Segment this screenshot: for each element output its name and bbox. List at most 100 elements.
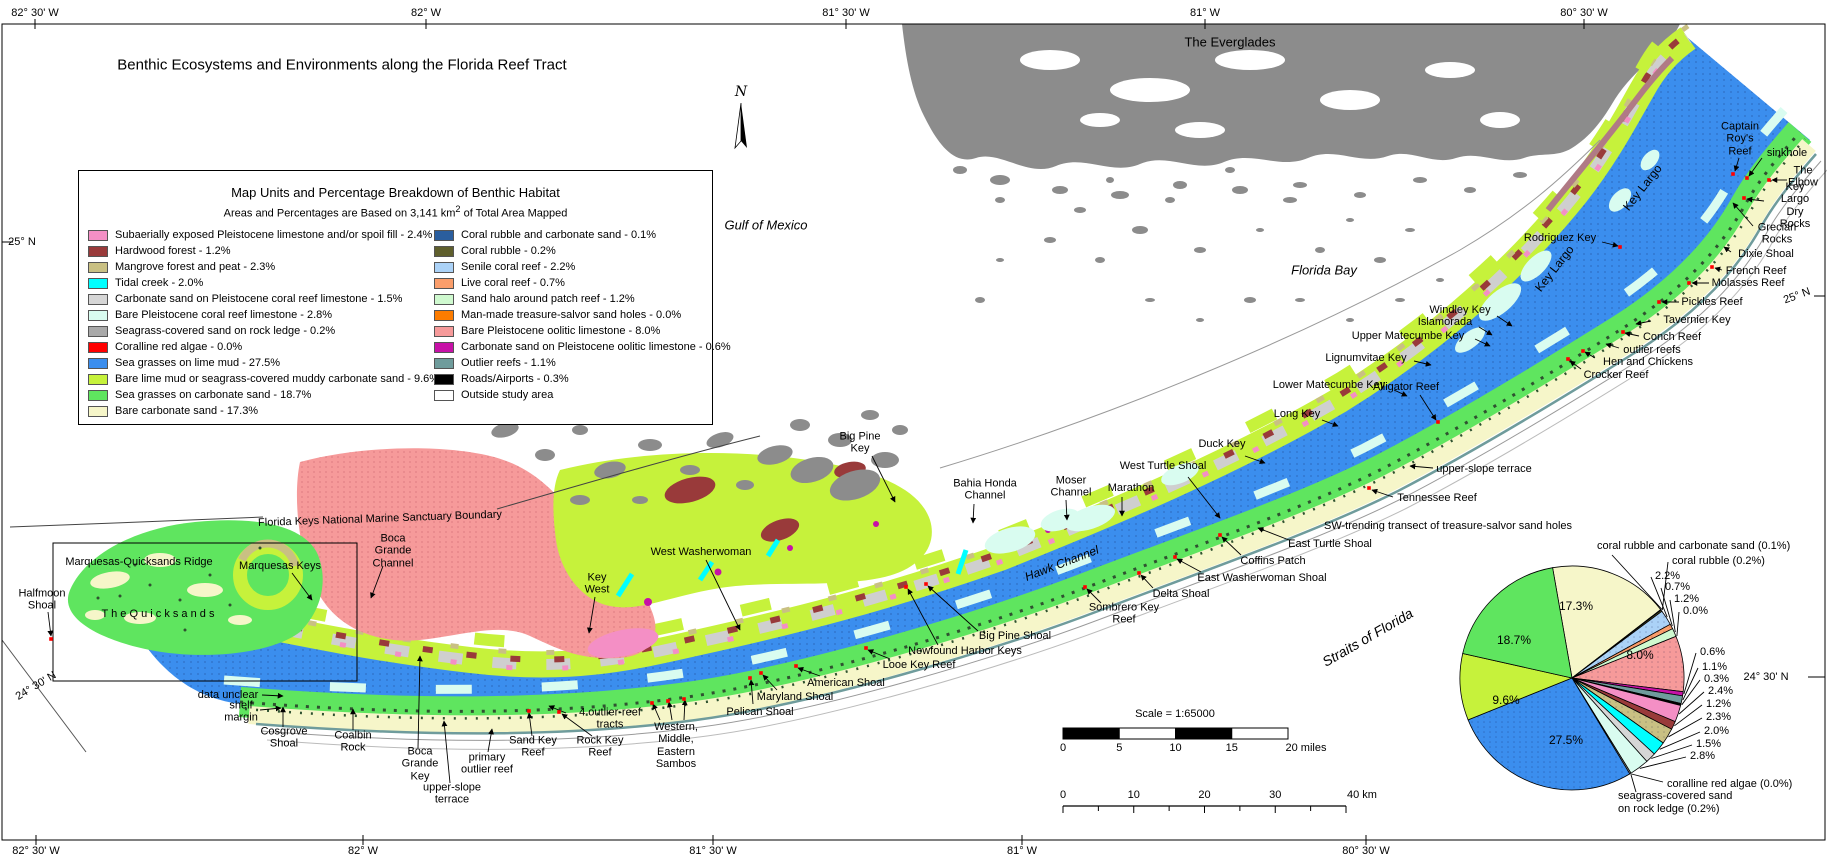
reef-marker	[759, 671, 763, 675]
legend-swatch	[434, 325, 454, 337]
map-label-cosgrove-shoal: Cosgrove Shoal	[260, 725, 308, 750]
map-label-the-everglades: The Everglades	[1184, 34, 1276, 50]
map-label-gulf-of-mexico: Gulf of Mexico	[724, 217, 808, 233]
map-label-looe-key-reef: Looe Key Reef	[882, 658, 956, 671]
leader-line	[1086, 588, 1102, 604]
leader-line	[652, 703, 661, 721]
legend-subtitle: Areas and Percentages are Based on 3,141…	[223, 204, 568, 220]
legend-swatch	[88, 373, 108, 385]
pie-slice-texture	[1468, 678, 1630, 790]
pie-slice-texture	[1572, 611, 1671, 678]
map-label-big-pine-key: Big Pine Key	[839, 430, 881, 455]
reef-marker	[1621, 330, 1625, 334]
graticule-81-w: 81° W	[1189, 7, 1221, 19]
reef-marker	[924, 582, 928, 586]
pie-inner-label: 27.5%	[1548, 733, 1584, 747]
legend-label: Subaerially exposed Pleistocene limeston…	[115, 229, 433, 241]
pie-outer-label: 1.5%	[1696, 738, 1722, 750]
leader-line	[681, 699, 688, 721]
leader-line	[797, 667, 821, 677]
reef-marker	[1742, 196, 1746, 200]
legend-swatch	[434, 389, 454, 401]
pie-outer-label: 0.7%	[1665, 581, 1691, 593]
pie-inner-label: 9.6%	[1492, 693, 1520, 707]
pie-outer-label: coral rubble and carbonate sand (0.1%)	[1597, 540, 1791, 552]
map-frame	[1, 23, 1826, 841]
reef-marker	[666, 699, 670, 703]
scale-tick-label: 5	[1116, 742, 1123, 754]
sanctuary-boundary-line-west	[9, 435, 761, 528]
pie-leader	[1659, 731, 1701, 750]
map-label-key-largo-dry-rocks: Key Largo Dry Rocks	[1779, 181, 1811, 231]
leader-line	[666, 701, 673, 721]
leader-line	[561, 713, 593, 737]
legend-label: Seagrass-covered sand on rock ledge - 0.…	[115, 325, 336, 337]
map-label-coalbin-rock: Coalbin Rock	[334, 729, 372, 754]
legend-swatch	[88, 309, 108, 321]
scale-tick-label: 15	[1225, 742, 1238, 754]
legend-label: Roads/Airports - 0.3%	[461, 373, 569, 385]
graticule-80-30-w: 80° 30' W	[1342, 845, 1390, 857]
map-label-coffins-patch: Coffins Patch	[1240, 554, 1306, 567]
reef-marker	[1137, 571, 1141, 575]
pie-outer-label: 2.8%	[1690, 750, 1716, 762]
legend-item-live-coral-reef: Live coral reef - 0.7%	[434, 275, 731, 291]
legend-item-outlier-reefs: Outlier reefs - 1.1%	[434, 355, 731, 371]
reef-marker	[794, 664, 798, 668]
pie-outer-label: 1.2%	[1706, 698, 1732, 710]
map-label-windley-key: Windley Key	[1429, 303, 1491, 316]
map-label-west-turtle-shoal: West Turtle Shoal	[1119, 459, 1207, 472]
map-label-bahia-honda-channel: Bahia Honda Channel	[953, 477, 1017, 502]
map-label-big-pine-shoal: Big Pine Shoal	[978, 629, 1052, 642]
reef-marker	[1657, 300, 1661, 304]
leader-line	[907, 588, 939, 646]
graticule-82-w: 82° W	[347, 845, 379, 857]
legend-item-coralline-red-algae: Coralline red algae - 0.0%	[88, 339, 439, 355]
pie-leader	[1668, 717, 1703, 738]
pie-leader	[1682, 667, 1699, 701]
leader-line	[1478, 326, 1493, 336]
leader-line	[1413, 360, 1432, 367]
scale-bar-km	[1062, 805, 1347, 813]
legend-label: Carbonate sand on Pleistocene oolitic li…	[461, 341, 731, 353]
map-label-east-turtle-shoal: East Turtle Shoal	[1288, 537, 1372, 550]
pie-slice-texture	[1572, 624, 1673, 678]
legend-item-man-made-treasure-salvor-sand-holes: Man-made treasure-salvor sand holes - 0.…	[434, 307, 731, 323]
map-label-newfound-harbor-keys: Newfound Harbor Keys	[908, 644, 1022, 657]
pie-slice-texture	[1572, 636, 1685, 692]
legend-label: Bare Pleistocene coral reef limestone - …	[115, 309, 333, 321]
pie-leader	[1669, 599, 1676, 633]
pie-outer-label: 0.0%	[1683, 605, 1709, 617]
map-label-delta-shoal: Delta Shoal	[1152, 587, 1210, 600]
leader-line	[548, 705, 567, 714]
legend-swatch	[434, 341, 454, 353]
map-label-tavernier-key: Tavernier Key	[1663, 313, 1731, 326]
map-label-sombrero-key-reef: Sombrero Key Reef	[1088, 601, 1160, 626]
page-title: Benthic Ecosystems and Environments alon…	[117, 56, 567, 74]
backcountry-gray-islands	[491, 410, 908, 505]
leader-line	[259, 705, 282, 712]
pie-outer-label: 2.4%	[1708, 685, 1734, 697]
scale-tick-label: 30	[1269, 789, 1282, 801]
pie-leader	[1661, 561, 1669, 611]
reef-marker	[1367, 486, 1371, 490]
legend-item-sea-grasses-on-carbonate-sand: Sea grasses on carbonate sand - 18.7%	[88, 387, 439, 403]
legend-swatch	[88, 325, 108, 337]
pie-inner-label: 18.7%	[1496, 633, 1532, 647]
everglades-landmass	[902, 24, 1680, 170]
scale-unit-miles: 20 miles	[1285, 742, 1327, 754]
leader-line	[1393, 389, 1408, 397]
legend-item-sand-halo-around-patch-reef: Sand halo around patch reef - 1.2%	[434, 291, 731, 307]
pie-leader	[1611, 554, 1663, 610]
reef-marker	[864, 646, 868, 650]
pie-leader	[1678, 691, 1705, 715]
leader-line	[1176, 558, 1202, 573]
map-label-upper-slope-terrace: upper-slope terrace	[422, 781, 482, 806]
pie-inner-label: 8.0%	[1626, 648, 1654, 662]
map-label-marathon: Marathon	[1107, 481, 1155, 494]
leader-line	[291, 572, 313, 601]
legend-swatch	[434, 293, 454, 305]
legend-label: Bare lime mud or seagrass-covered muddy …	[115, 373, 440, 385]
